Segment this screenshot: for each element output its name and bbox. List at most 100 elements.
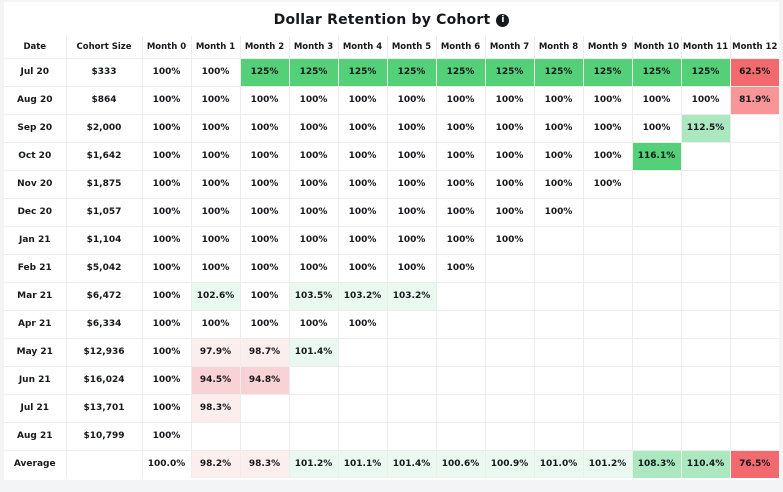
column-header-month-10: Month 10 <box>631 35 682 59</box>
retention-cell: 100% <box>337 169 388 199</box>
retention-cell: 100% <box>582 169 633 199</box>
retention-cell: 100% <box>141 169 192 199</box>
retention-cell: 100% <box>239 225 290 255</box>
retention-cell: 100% <box>533 113 584 143</box>
retention-cell <box>729 309 780 339</box>
retention-cell: 100% <box>386 169 437 199</box>
retention-cell <box>729 337 780 367</box>
table-row: Apr 21 $6,334 100% 100% 100% 100% 100% <box>3 309 780 339</box>
date-cell: Feb 21 <box>3 253 67 283</box>
retention-cell: 100% <box>533 141 584 171</box>
retention-cell: 100% <box>141 57 192 87</box>
retention-cell: 100% <box>141 365 192 395</box>
retention-cell: 100% <box>239 281 290 311</box>
column-header-month-2: Month 2 <box>239 35 290 59</box>
column-header-month-1: Month 1 <box>190 35 241 59</box>
retention-cell <box>680 225 731 255</box>
table-row: Jul 20 $333 100% 100% 125% 125% 125% 125% 125% 12… <box>3 57 780 87</box>
retention-cell: 100% <box>435 169 486 199</box>
retention-cell <box>680 393 731 423</box>
retention-cell <box>631 197 682 227</box>
column-header-month-4: Month 4 <box>337 35 388 59</box>
retention-cell <box>288 365 339 395</box>
retention-cell: 112.5% <box>680 113 731 143</box>
retention-cell: 100% <box>141 253 192 283</box>
retention-cell: 81.9% <box>729 85 780 115</box>
retention-cell: 100.9% <box>484 449 535 479</box>
retention-cell <box>582 281 633 311</box>
date-cell: Oct 20 <box>3 141 67 171</box>
retention-cell: 100% <box>484 197 535 227</box>
retention-cell: 100% <box>288 225 339 255</box>
retention-cell: 125% <box>582 57 633 87</box>
retention-cell <box>729 421 780 451</box>
table-row: Mar 21 $6,472 100% 102.6% 100% 103.5% 103.2% 10… <box>3 281 780 311</box>
retention-cell <box>288 393 339 423</box>
retention-cell: 101.4% <box>288 337 339 367</box>
cohort-size-cell: $1,057 <box>65 197 143 227</box>
retention-cell <box>680 169 731 199</box>
retention-cell: 110.4% <box>680 449 731 479</box>
column-header-cohort-size: Cohort Size <box>65 35 143 59</box>
table-row: Jan 21 $1,104 100% 100% 100% 100% 100% 100% 100%… <box>3 225 780 255</box>
retention-cell: 100% <box>386 197 437 227</box>
cohort-size-cell: $1,642 <box>65 141 143 171</box>
retention-cell: 125% <box>337 57 388 87</box>
retention-cell: 100% <box>141 309 192 339</box>
column-header-month-3: Month 3 <box>288 35 339 59</box>
date-cell: Dec 20 <box>3 197 67 227</box>
cohort-size-cell: $6,472 <box>65 281 143 311</box>
retention-cell <box>386 393 437 423</box>
cohort-size-cell: $10,799 <box>65 421 143 451</box>
retention-cell: 100% <box>386 225 437 255</box>
date-cell: Jan 21 <box>3 225 67 255</box>
retention-cell: 103.2% <box>386 281 437 311</box>
table-row: Jul 21 $13,701 100% 98.3% <box>3 393 780 423</box>
retention-cell <box>533 337 584 367</box>
retention-cell <box>435 421 486 451</box>
title-bar: Dollar Retention by Cohort i <box>4 2 779 36</box>
retention-cell <box>631 337 682 367</box>
retention-cell <box>582 309 633 339</box>
retention-cell <box>435 309 486 339</box>
retention-cell: 100% <box>435 141 486 171</box>
cohort-size-cell: $1,875 <box>65 169 143 199</box>
retention-cell: 100% <box>435 253 486 283</box>
retention-cell <box>729 281 780 311</box>
cohort-size-cell: $864 <box>65 85 143 115</box>
retention-cell <box>631 393 682 423</box>
retention-cell <box>582 225 633 255</box>
table-row: Average 100.0% 98.2% 98.3% 101.2% 101.1% 101.4… <box>3 449 780 479</box>
column-header-date: Date <box>3 35 67 59</box>
retention-cell <box>435 365 486 395</box>
retention-cell: 100% <box>190 197 241 227</box>
column-header-month-11: Month 11 <box>680 35 731 59</box>
retention-cell: 100% <box>337 85 388 115</box>
table-row: Feb 21 $5,042 100% 100% 100% 100% 100% 100% 100% <box>3 253 780 283</box>
retention-cell <box>582 337 633 367</box>
table-row: Oct 20 $1,642 100% 100% 100% 100% 100% 100% 100%… <box>3 141 780 171</box>
retention-cell <box>435 337 486 367</box>
retention-cell <box>484 365 535 395</box>
retention-cell: 100% <box>141 113 192 143</box>
retention-cell <box>484 421 535 451</box>
retention-cell: 125% <box>288 57 339 87</box>
retention-cell: 100% <box>484 85 535 115</box>
retention-cell: 100% <box>288 85 339 115</box>
retention-cell: 100% <box>386 113 437 143</box>
retention-cell: 100% <box>337 197 388 227</box>
retention-cell <box>337 337 388 367</box>
retention-cell <box>631 225 682 255</box>
retention-cell: 100% <box>631 85 682 115</box>
retention-cell: 100% <box>337 253 388 283</box>
retention-cell: 100% <box>582 141 633 171</box>
retention-cell: 100% <box>484 225 535 255</box>
cohort-size-cell: $12,936 <box>65 337 143 367</box>
retention-cell: 100% <box>631 113 682 143</box>
cohort-size-cell: $5,042 <box>65 253 143 283</box>
info-icon[interactable]: i <box>496 13 510 27</box>
retention-cell <box>631 421 682 451</box>
retention-cell: 100% <box>141 85 192 115</box>
retention-cell: 100% <box>435 225 486 255</box>
retention-cell <box>484 253 535 283</box>
